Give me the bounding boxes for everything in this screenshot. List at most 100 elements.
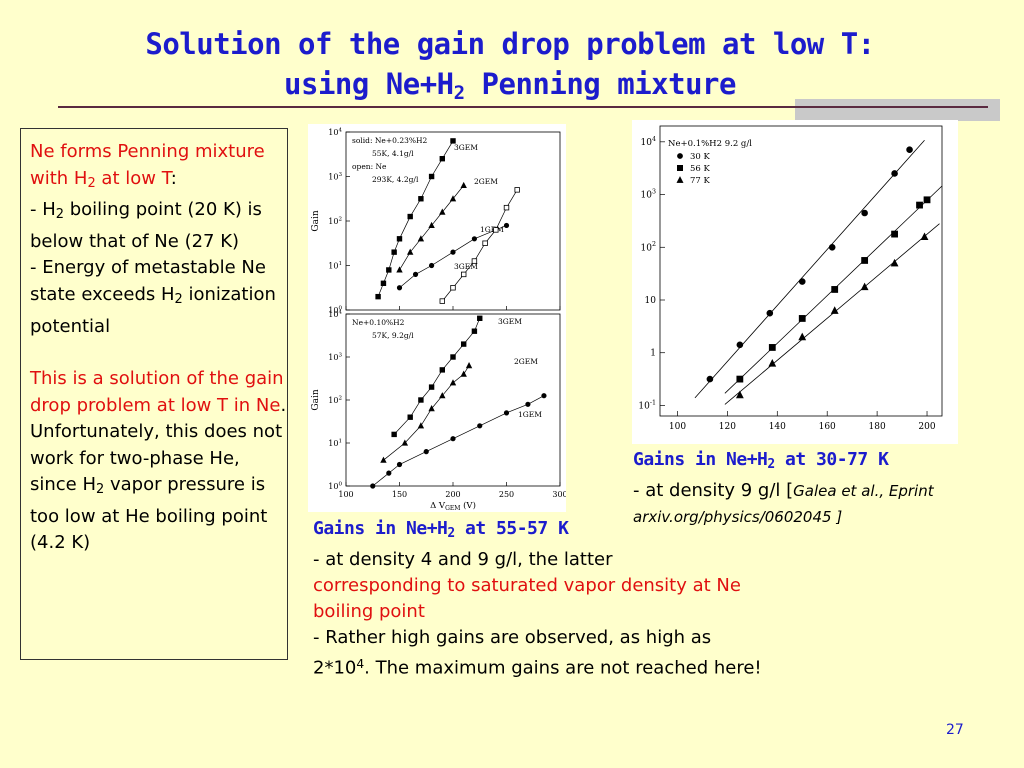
tick-label: 250 — [499, 490, 514, 499]
data-point — [417, 422, 425, 429]
series-label: 3GEM — [498, 317, 522, 326]
reference-citation: Galea et al., Eprint arxiv.org/physics/0… — [633, 482, 934, 527]
data-point — [465, 362, 473, 369]
data-point — [891, 230, 898, 238]
data-point — [428, 405, 435, 412]
tick-label: 100 — [669, 422, 686, 432]
caption-right: Gains in Ne+H2 at 30-77 K - at density 9… — [633, 447, 973, 530]
data-point — [768, 359, 777, 367]
tick-label: 101 — [328, 261, 342, 271]
data-point — [450, 436, 456, 442]
data-point — [407, 414, 413, 420]
legend-text: Ne+0.10%H2 — [352, 318, 405, 327]
data-point — [380, 280, 387, 286]
data-point — [449, 195, 457, 202]
data-point — [503, 410, 510, 416]
caption-left-heading: Gains in Ne+H2 at 55-57 K — [313, 518, 569, 542]
tick-label: 104 — [641, 136, 656, 148]
data-point — [391, 431, 397, 438]
title-text: Penning mixture — [464, 67, 737, 101]
data-point — [891, 170, 898, 177]
data-point — [396, 266, 403, 273]
series-line — [383, 365, 470, 461]
legend-text: 293K, 4.2g/l — [372, 175, 419, 184]
data-point — [706, 375, 714, 383]
red-text: Ne forms Penning mixture with H2 at low … — [30, 141, 265, 191]
data-point — [503, 222, 510, 229]
data-point — [417, 235, 425, 242]
series-label: 2GEM — [514, 357, 538, 366]
data-point — [830, 306, 839, 314]
data-point — [423, 449, 429, 455]
legend-label: 77 K — [690, 176, 711, 186]
penning-intro: Ne forms Penning mixture with H2 at low … — [30, 139, 287, 197]
caption-left-line-2: corresponding to saturated vapor density… — [313, 575, 741, 623]
data-point — [370, 483, 376, 489]
data-point — [460, 181, 467, 189]
legend-label: 30 K — [690, 152, 711, 162]
tick-label: 104 — [328, 309, 342, 319]
data-point — [477, 315, 483, 321]
data-point — [407, 248, 414, 255]
title-text: using Ne+H — [284, 67, 454, 101]
title-line-2: using Ne+H2 Penning mixture — [60, 64, 960, 113]
data-point — [460, 271, 467, 278]
gain-vs-temperature-figure: 10-1 1 10 102 103 104 100 120 140 160 180 200 Ne+0.1… — [632, 120, 958, 444]
data-point — [503, 204, 510, 211]
data-point — [418, 397, 424, 403]
data-point — [798, 332, 807, 341]
tick-label: 160 — [819, 422, 836, 432]
data-point — [471, 328, 478, 334]
tick-label: 102 — [328, 395, 342, 405]
data-point — [439, 156, 445, 162]
tick-label: 103 — [328, 352, 342, 362]
data-point — [396, 461, 403, 468]
decorative-bar — [795, 99, 1000, 121]
legend-text: open: Ne — [352, 162, 387, 171]
tick-label: 300 — [552, 490, 566, 499]
tick-label: 200 — [918, 422, 935, 432]
plot-frame — [659, 125, 943, 417]
data-point — [386, 267, 392, 273]
data-point — [418, 196, 424, 202]
plain-text: : — [170, 167, 177, 189]
data-point — [735, 390, 744, 399]
data-point — [375, 293, 381, 300]
data-point — [396, 285, 403, 291]
data-point — [831, 286, 839, 293]
data-point — [861, 257, 869, 264]
bullet-boiling-point: - H2 boiling point (20 K) is below that … — [30, 199, 262, 252]
legend-text: solid: Ne+0.23%H2 — [352, 136, 428, 145]
series-line — [399, 225, 507, 289]
data-point — [493, 227, 499, 233]
x-axis-label: Δ VGEM (V) — [430, 500, 476, 512]
red-text: This is a solution of the gain drop prob… — [30, 368, 284, 416]
slide-title: Solution of the gain drop problem at low… — [60, 24, 960, 113]
data-point — [450, 138, 456, 144]
data-point — [514, 187, 520, 193]
data-point — [923, 196, 931, 204]
y-axis-label: Gain — [311, 389, 321, 410]
data-point — [906, 146, 913, 154]
data-point — [401, 439, 409, 446]
data-point — [766, 309, 774, 317]
tick-label: 120 — [719, 422, 736, 432]
tick-label: 1 — [650, 349, 656, 359]
data-point — [677, 153, 683, 159]
title-subscript: 2 — [453, 81, 465, 104]
data-point — [428, 384, 435, 390]
series-line — [377, 140, 454, 297]
data-point — [380, 456, 387, 463]
page-number: 27 — [946, 722, 964, 738]
data-point — [677, 165, 684, 172]
gain-vs-voltage-plot: 100 101 102 103 104 Gain solid: Ne+0.23%H2 55K,… — [311, 127, 568, 512]
explanation-box: Ne forms Penning mixture with H2 at low … — [20, 128, 288, 660]
data-point — [439, 367, 445, 373]
data-point — [386, 470, 392, 476]
tick-label: 104 — [328, 127, 342, 137]
series-label: 1GEM — [518, 410, 542, 419]
data-point — [890, 258, 899, 267]
data-point — [460, 370, 467, 377]
data-point — [460, 341, 467, 347]
caption-left: Gains in Ne+H2 at 55-57 K - at density 4… — [313, 516, 773, 682]
